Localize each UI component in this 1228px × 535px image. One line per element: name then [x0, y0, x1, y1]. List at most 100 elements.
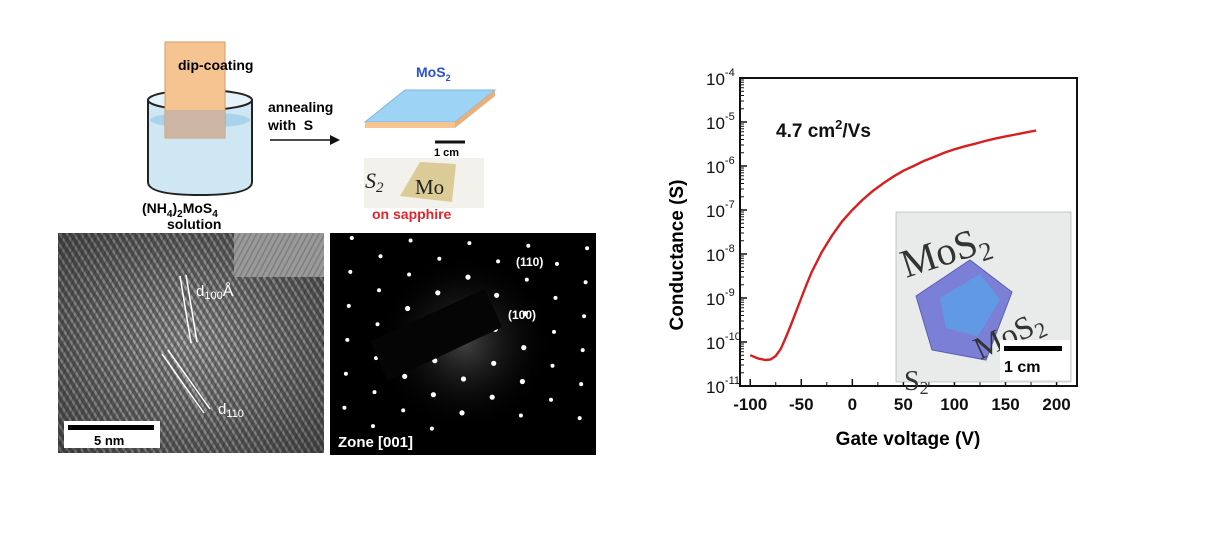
inset-photo: MoS2 MoS2 S2 1 cm [895, 211, 1072, 398]
annealing-label: annealing [268, 99, 333, 115]
diffraction-spot [346, 303, 351, 308]
tem-image: d100Å d110 5 nm [58, 233, 324, 453]
y-axis-label: Conductance (S) [667, 180, 688, 331]
diffraction-spot [585, 246, 590, 251]
process-arrow [270, 135, 340, 145]
diffraction-spot [401, 408, 406, 413]
diffraction-spot [437, 256, 442, 261]
diffraction-spot [460, 376, 467, 382]
diffraction-spot [345, 337, 350, 342]
mos2-film [363, 89, 497, 128]
diffraction-spot [582, 314, 587, 319]
svg-text:S2: S2 [904, 366, 929, 398]
diffraction-spot [374, 356, 378, 361]
diffraction-spot [524, 277, 529, 282]
x-tick-label: 50 [894, 395, 913, 414]
diffraction-spot [342, 405, 347, 410]
spot-100-label: (100) [508, 308, 536, 322]
diffraction-spot [378, 254, 383, 259]
diffraction-spots [342, 236, 590, 431]
mobility-annotation: 4.7 cm2/Vs [776, 117, 871, 142]
diffraction-spot [577, 416, 582, 421]
d100-marker [179, 274, 198, 344]
diffraction-spot [459, 410, 465, 416]
diffraction-spot [521, 345, 527, 351]
diffraction-spot [550, 363, 555, 368]
diffraction-spot [555, 261, 559, 266]
diffraction-spot [518, 413, 523, 418]
diffraction-spot [496, 259, 501, 264]
x-axis-label: Gate voltage (V) [836, 429, 981, 450]
d110-label: d110 [218, 401, 244, 420]
d100-label: d100Å [196, 281, 234, 302]
sapphire-photo: S2 Mo [364, 158, 484, 208]
svg-text:Mo: Mo [415, 175, 444, 199]
solution-formula: (NH4)2MoS4 [142, 200, 218, 220]
x-tick-label: -100 [733, 395, 767, 414]
y-tick-label: 10-8 [706, 243, 735, 265]
diffraction-spot [377, 288, 381, 293]
inset-scale-bar [1004, 346, 1062, 351]
diffraction-spot [375, 322, 380, 327]
diffraction-spot [408, 238, 413, 243]
diffraction-spot [583, 280, 588, 285]
conductance-chart: Conductance (S) Gate voltage (V) 10-1110… [667, 67, 1078, 450]
diffraction-spot [465, 274, 471, 280]
y-tick-label: 10-7 [706, 199, 735, 221]
sapphire-label: on sapphire [372, 206, 452, 222]
y-tick-label: 10-10 [706, 331, 741, 353]
x-tick-label: 150 [991, 395, 1019, 414]
diffraction-spot [494, 292, 500, 298]
x-tick-label: 0 [848, 395, 857, 414]
diffraction-spot [553, 295, 558, 300]
diffraction-spot [407, 272, 412, 277]
y-axis-ticks: 10-11 10-10 10-9 10-8 10-7 10-6 10-5 10-4 [706, 67, 747, 397]
diffraction-spot [552, 329, 556, 334]
inset-scale-label: 1 cm [1004, 359, 1040, 376]
x-tick-label: 100 [940, 395, 968, 414]
x-axis-ticks: -100 -50 0 50 100 150 200 [733, 379, 1071, 414]
d110-marker [161, 349, 211, 414]
beam-stop [370, 289, 502, 381]
y-tick-label: 10-6 [706, 155, 735, 177]
diffraction-spot [349, 236, 354, 240]
dip-coating-label: dip-coating [178, 57, 253, 73]
diffraction-spot [491, 360, 497, 366]
with-s-label: with S [267, 117, 313, 133]
diffraction-spot [402, 373, 408, 379]
diffraction-spot [519, 378, 525, 385]
spot-110-label: (110) [516, 255, 543, 269]
x-tick-label: 200 [1042, 395, 1070, 414]
tem-scale-bar [68, 425, 154, 430]
diffraction-spot [372, 390, 377, 395]
diffraction-spot [580, 348, 585, 353]
diffraction-spot [430, 392, 436, 398]
y-tick-label: 10-4 [706, 67, 735, 89]
diffraction-spot [526, 243, 531, 248]
mos2-film-label: MoS2 [416, 64, 451, 83]
diffraction-spot [348, 269, 353, 274]
svg-text:S2: S2 [365, 168, 384, 196]
tem-scale-label: 5 nm [94, 433, 124, 448]
diffraction-spot [467, 241, 472, 246]
series-line [749, 129, 1037, 362]
y-tick-label: 10-5 [706, 111, 735, 133]
diffraction-spot [371, 424, 375, 429]
solution-label: solution [167, 216, 221, 230]
dip-substrate [164, 41, 226, 139]
saed-pattern: (110) (100) Zone [001] [330, 233, 596, 455]
plot-frame [739, 77, 1078, 387]
diffraction-spot [489, 394, 495, 400]
diffraction-spot [343, 371, 348, 376]
diffraction-spot [549, 397, 553, 402]
dip-coating-schematic: dip-coating annealing with S MoS2 1 cm S… [142, 41, 497, 230]
scale-bar-label: 1 cm [434, 147, 459, 159]
y-tick-label: 10-9 [706, 287, 735, 309]
diffraction-spot [429, 426, 434, 431]
diffraction-spot [435, 290, 441, 296]
diffraction-spot [405, 305, 411, 312]
y-tick-label: 10-11 [706, 375, 740, 397]
zone-label: Zone [001] [338, 434, 413, 451]
diffraction-spot [522, 311, 528, 317]
diffraction-spot [579, 382, 584, 387]
